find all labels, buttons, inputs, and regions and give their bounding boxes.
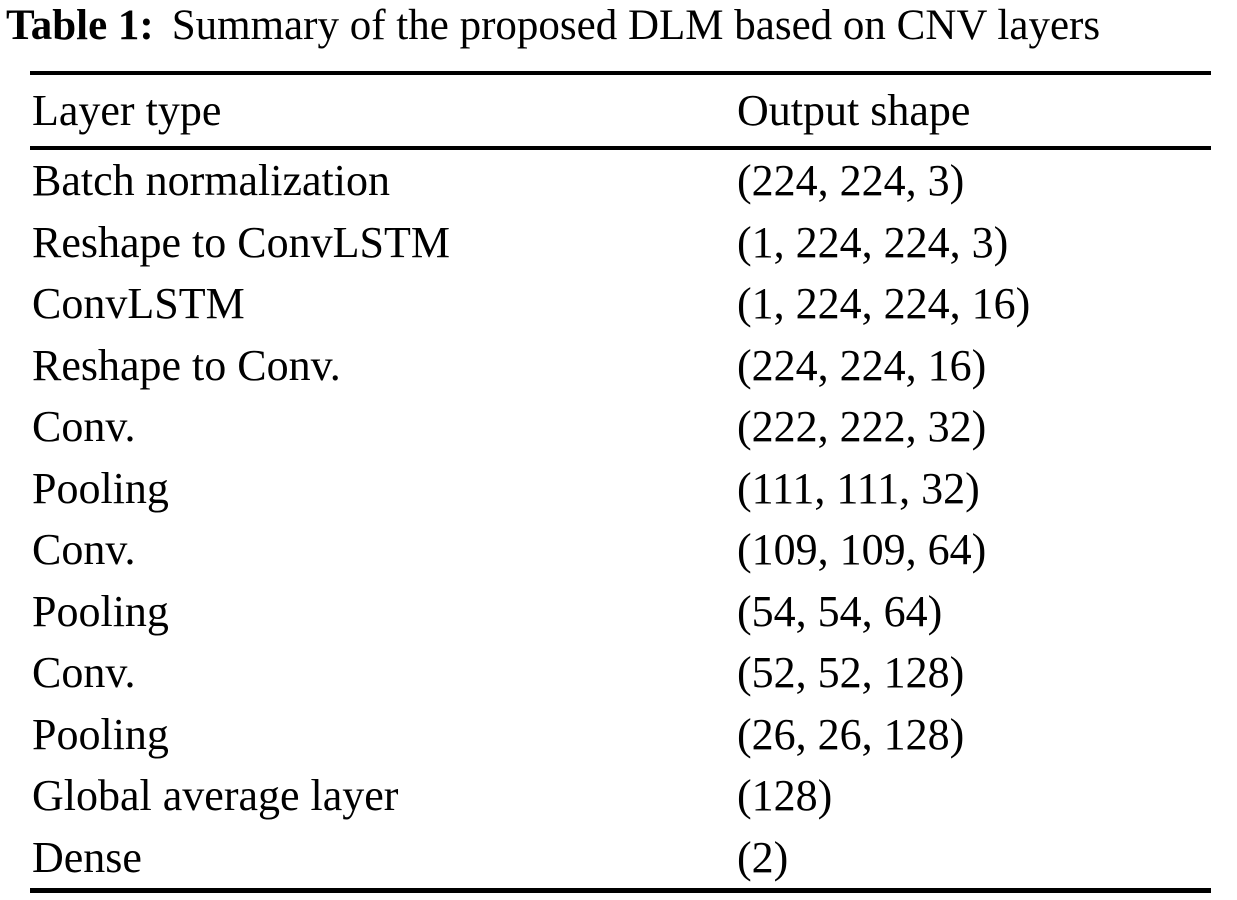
layer-type-cell: Reshape to Conv. [32,340,341,390]
table-caption-label: Table 1: [6,2,154,49]
table-row: ConvLSTM (1, 224, 224, 16) [30,273,1211,335]
table-row: Reshape to ConvLSTM (1, 224, 224, 3) [30,212,1211,274]
output-shape-cell: (2) [737,832,789,882]
output-shape-cell: (109, 109, 64) [737,525,987,575]
layer-type-cell: ConvLSTM [32,279,245,329]
layer-type-cell: Batch normalization [32,156,390,206]
table-row: Conv. (109, 109, 64) [30,519,1211,581]
layer-type-cell: Dense [32,832,142,882]
layer-type-cell: Reshape to ConvLSTM [32,217,450,267]
layer-type-cell: Conv. [32,525,136,575]
table-row: Dense (2) [30,827,1211,889]
table-row: Reshape to Conv. (224, 224, 16) [30,335,1211,397]
output-shape-cell: (52, 52, 128) [737,648,965,698]
table-caption-text: Summary of the proposed DLM based on CNV… [171,2,1101,49]
table-row: Batch normalization (224, 224, 3) [30,150,1211,212]
layer-summary-table: Layer type Output shape Batch normalizat… [30,71,1211,893]
layer-type-cell: Pooling [32,586,169,636]
output-shape-cell: (128) [737,771,833,821]
table-row: Pooling (111, 111, 32) [30,458,1211,520]
layer-type-cell: Conv. [32,648,136,698]
column-header-layer-type: Layer type [32,86,222,135]
layer-type-cell: Conv. [32,402,136,452]
table-header-row: Layer type Output shape [30,75,1211,146]
output-shape-cell: (222, 222, 32) [737,402,987,452]
table-top-rule [30,71,1211,75]
table-row: Global average layer (128) [30,765,1211,827]
output-shape-cell: (1, 224, 224, 16) [737,279,1031,329]
output-shape-cell: (111, 111, 32) [737,463,980,513]
layer-type-cell: Pooling [32,709,169,759]
table-row: Conv. (222, 222, 32) [30,396,1211,458]
table-row: Conv. (52, 52, 128) [30,642,1211,704]
column-header-output-shape: Output shape [737,86,971,135]
table-row: Pooling (26, 26, 128) [30,704,1211,766]
table-caption: Table 1: Summary of the proposed DLM base… [6,0,1100,52]
table-body: Batch normalization (224, 224, 3) Reshape … [30,150,1211,888]
output-shape-cell: (224, 224, 16) [737,340,987,390]
table-row: Pooling (54, 54, 64) [30,581,1211,643]
output-shape-cell: (1, 224, 224, 3) [737,217,1009,267]
layer-type-cell: Global average layer [32,771,399,821]
table-bottom-rule [30,888,1211,893]
output-shape-cell: (26, 26, 128) [737,709,965,759]
table-header-rule [30,146,1211,150]
output-shape-cell: (224, 224, 3) [737,156,965,206]
layer-type-cell: Pooling [32,463,169,513]
output-shape-cell: (54, 54, 64) [737,586,943,636]
